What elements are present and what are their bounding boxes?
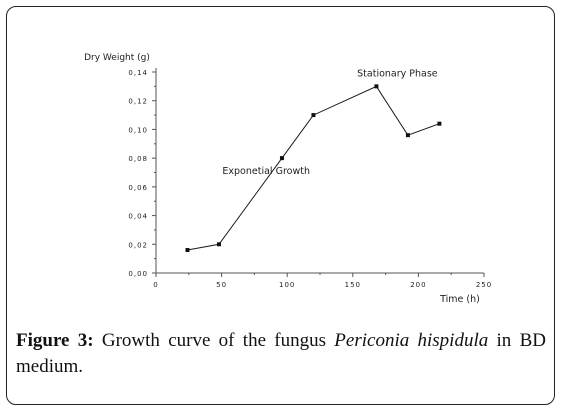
x-tick-label: 250 — [476, 281, 492, 289]
caption-text-after: in BD medium. — [16, 330, 546, 377]
y-tick-label: 0,02 — [128, 241, 148, 249]
y-tick-label: 0,06 — [128, 184, 148, 192]
x-tick-label: 200 — [410, 281, 426, 289]
series-group — [185, 84, 442, 253]
data-point-marker — [374, 84, 379, 89]
data-point-marker — [311, 113, 316, 118]
y-tick-label: 0,10 — [128, 126, 148, 134]
caption-label: Figure 3: — [16, 330, 94, 351]
caption-text-before: Growth curve of the fungus — [93, 330, 335, 351]
data-point-marker — [216, 242, 221, 247]
caption-species: Periconia hispidula — [334, 330, 489, 351]
x-tick-label: 150 — [345, 281, 361, 289]
x-tick-label: 100 — [279, 281, 295, 289]
axis-ticks: 0 50 100 150 200 250 0,00 0,02 0,04 0,06 0,08 0,10 0… — [128, 69, 492, 289]
figure-frame — [6, 6, 555, 405]
y-tick-label: 0,00 — [128, 270, 148, 278]
x-axis-label: Time (h) — [439, 294, 480, 305]
x-tick-label: 0 — [153, 281, 158, 289]
data-point-marker — [279, 156, 284, 161]
growth-curve-chart: 0 50 100 150 200 250 0,00 0,02 0,04 0,06 0,08 0,10 0… — [84, 53, 492, 305]
y-axis-label: Dry Weight (g) — [84, 53, 150, 63]
data-point-marker — [405, 133, 410, 138]
y-tick-label: 0,04 — [128, 213, 148, 221]
x-tick-label: 50 — [216, 281, 227, 289]
data-point-marker — [185, 248, 190, 253]
annotation-stationary-phase: Stationary Phase — [357, 68, 438, 79]
y-tick-label: 0,08 — [128, 155, 148, 163]
annotation-exponential-growth: Exponetial Growth — [222, 166, 310, 177]
data-point-marker — [437, 121, 442, 126]
figure-caption: Figure 3: Growth curve of the fungus Per… — [16, 328, 546, 380]
y-tick-label: 0,12 — [128, 98, 148, 106]
y-tick-label: 0,14 — [128, 69, 148, 77]
